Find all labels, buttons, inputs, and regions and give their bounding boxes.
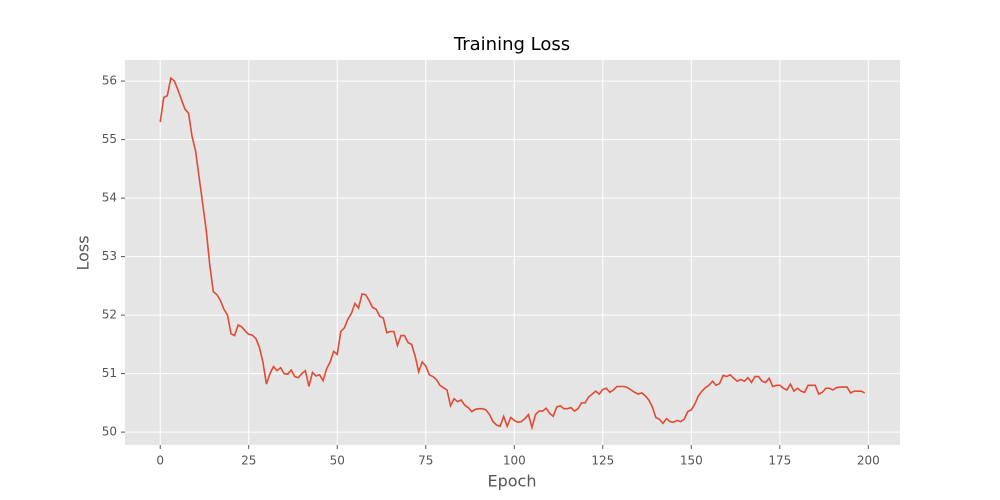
x-tick-label: 25 <box>241 454 256 468</box>
x-tick-label: 0 <box>156 454 164 468</box>
plot-area <box>125 60 900 445</box>
chart-title: Training Loss <box>453 34 570 55</box>
y-tick-label: 50 <box>102 425 117 439</box>
y-tick-label: 52 <box>102 308 117 322</box>
marks <box>159 76 866 431</box>
x-tick-label: 150 <box>680 454 703 468</box>
y-axis-label: Loss <box>74 235 93 270</box>
y-tick-label: 54 <box>102 191 117 205</box>
y-tick-label: 56 <box>102 74 117 88</box>
x-tick-label: 50 <box>330 454 345 468</box>
x-tick-label: 200 <box>857 454 880 468</box>
x-tick-label: 125 <box>591 454 614 468</box>
loss-line <box>159 76 866 431</box>
x-tick-label: 175 <box>768 454 791 468</box>
y-tick-label: 55 <box>102 132 117 146</box>
y-tick-label: 53 <box>102 249 117 263</box>
grid <box>125 60 900 445</box>
y-tick-label: 51 <box>102 366 117 380</box>
x-tick-label: 75 <box>418 454 433 468</box>
x-axis-label: Epoch <box>488 472 537 491</box>
x-tick-label: 100 <box>503 454 526 468</box>
